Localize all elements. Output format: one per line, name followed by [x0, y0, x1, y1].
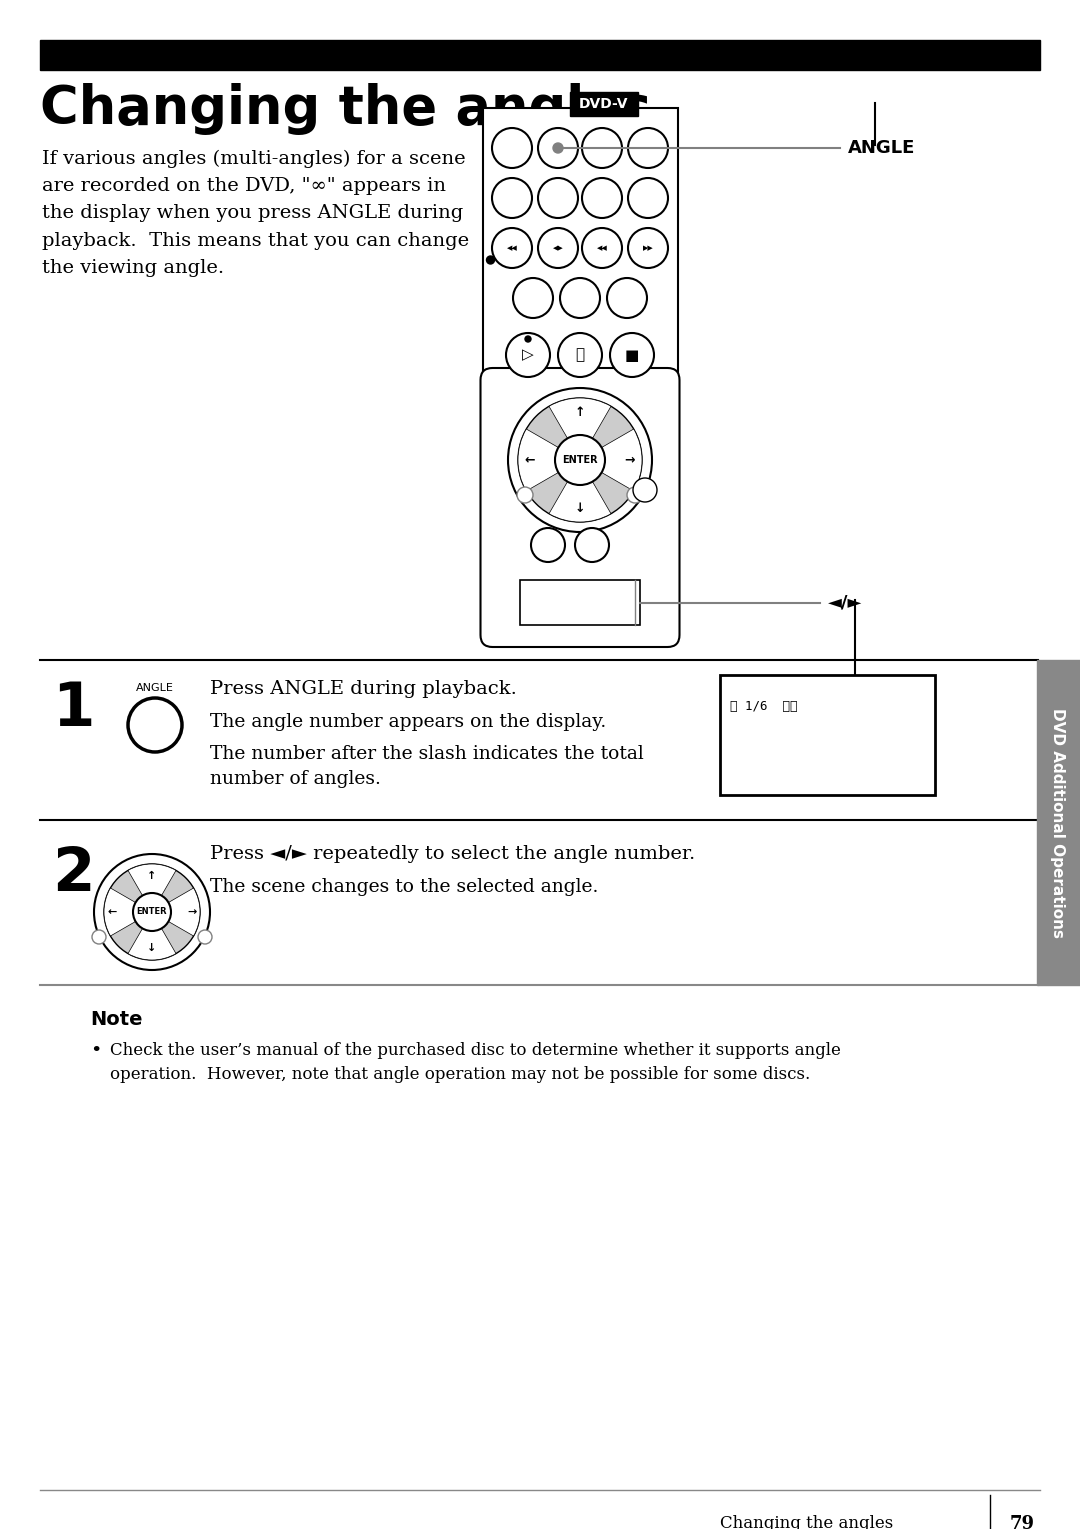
- Text: ↓: ↓: [575, 502, 585, 514]
- Circle shape: [610, 333, 654, 378]
- Circle shape: [582, 177, 622, 219]
- Circle shape: [492, 228, 532, 268]
- Circle shape: [567, 583, 593, 609]
- Text: 1: 1: [52, 680, 95, 739]
- Text: Changing the angles: Changing the angles: [720, 1515, 893, 1529]
- Circle shape: [104, 864, 200, 960]
- Circle shape: [94, 855, 210, 969]
- Wedge shape: [580, 430, 642, 491]
- Circle shape: [558, 333, 602, 378]
- Circle shape: [575, 528, 609, 563]
- Circle shape: [525, 336, 531, 342]
- Circle shape: [538, 228, 578, 268]
- Circle shape: [507, 333, 550, 378]
- Text: DVD Additional Operations: DVD Additional Operations: [1051, 708, 1066, 937]
- Text: ENTER: ENTER: [137, 908, 167, 916]
- Text: The number after the slash indicates the total
number of angles.: The number after the slash indicates the…: [210, 745, 644, 787]
- Text: Changing the angles: Changing the angles: [40, 83, 651, 135]
- Wedge shape: [152, 888, 200, 936]
- Bar: [483, 109, 677, 385]
- Circle shape: [627, 128, 669, 168]
- Text: Press ◄/► repeatedly to select the angle number.: Press ◄/► repeatedly to select the angle…: [210, 846, 696, 862]
- Circle shape: [627, 228, 669, 268]
- Text: 2: 2: [52, 846, 95, 904]
- Circle shape: [582, 228, 622, 268]
- Wedge shape: [129, 911, 176, 960]
- Bar: [519, 579, 640, 625]
- Text: Press ANGLE during playback.: Press ANGLE during playback.: [210, 680, 517, 699]
- Circle shape: [486, 255, 495, 265]
- Circle shape: [92, 930, 106, 943]
- Circle shape: [627, 488, 643, 503]
- Text: →: →: [624, 454, 635, 466]
- Bar: [40, 40, 1040, 70]
- Circle shape: [553, 144, 563, 153]
- Text: ▷: ▷: [522, 347, 534, 362]
- Text: ↑: ↑: [147, 872, 157, 881]
- Text: ■: ■: [625, 347, 639, 362]
- Circle shape: [582, 128, 622, 168]
- Circle shape: [627, 177, 669, 219]
- Text: ANGLE: ANGLE: [848, 139, 916, 157]
- Text: ◀◀: ◀◀: [507, 245, 517, 251]
- Wedge shape: [129, 864, 176, 911]
- Text: The scene changes to the selected angle.: The scene changes to the selected angle.: [210, 878, 598, 896]
- Circle shape: [198, 930, 212, 943]
- Bar: [570, 92, 638, 116]
- Circle shape: [129, 699, 183, 752]
- Wedge shape: [518, 430, 580, 491]
- Circle shape: [555, 434, 605, 485]
- Text: Note: Note: [90, 1011, 143, 1029]
- Text: •: •: [90, 1041, 102, 1060]
- Text: ◀◀: ◀◀: [596, 245, 607, 251]
- Bar: [720, 674, 935, 795]
- Text: Check the user’s manual of the purchased disc to determine whether it supports a: Check the user’s manual of the purchased…: [110, 1041, 841, 1083]
- Text: ↑: ↑: [575, 405, 585, 419]
- Circle shape: [508, 388, 652, 532]
- Wedge shape: [549, 398, 611, 460]
- Text: ←: ←: [525, 454, 536, 466]
- Circle shape: [517, 488, 534, 503]
- Text: ◀▶: ◀▶: [553, 245, 564, 251]
- Text: ENTER: ENTER: [563, 456, 598, 465]
- Wedge shape: [549, 460, 611, 521]
- Circle shape: [518, 398, 642, 521]
- Circle shape: [561, 278, 600, 318]
- Circle shape: [492, 128, 532, 168]
- Circle shape: [513, 278, 553, 318]
- Text: ◄/►: ◄/►: [828, 593, 862, 612]
- Text: ⏸: ⏸: [576, 347, 584, 362]
- Wedge shape: [104, 888, 152, 936]
- Text: ⋈ 1/6  ⋈⋈: ⋈ 1/6 ⋈⋈: [730, 700, 797, 713]
- Text: ↓: ↓: [147, 943, 157, 953]
- FancyBboxPatch shape: [481, 368, 679, 647]
- Bar: [1037, 661, 1080, 985]
- Circle shape: [538, 128, 578, 168]
- Circle shape: [531, 528, 565, 563]
- Text: ←: ←: [107, 907, 117, 917]
- Circle shape: [538, 177, 578, 219]
- Text: →: →: [187, 907, 197, 917]
- Text: If various angles (multi-angles) for a scene
are recorded on the DVD, "∞" appear: If various angles (multi-angles) for a s…: [42, 150, 469, 277]
- Text: The angle number appears on the display.: The angle number appears on the display.: [210, 713, 606, 731]
- Circle shape: [607, 278, 647, 318]
- Text: ▶▶: ▶▶: [643, 245, 653, 251]
- Circle shape: [599, 583, 625, 609]
- Text: DVD-V: DVD-V: [579, 96, 629, 112]
- Text: 79: 79: [1010, 1515, 1035, 1529]
- Circle shape: [535, 583, 561, 609]
- Circle shape: [492, 177, 532, 219]
- Text: ANGLE: ANGLE: [136, 683, 174, 693]
- Circle shape: [633, 479, 657, 502]
- Circle shape: [133, 893, 171, 931]
